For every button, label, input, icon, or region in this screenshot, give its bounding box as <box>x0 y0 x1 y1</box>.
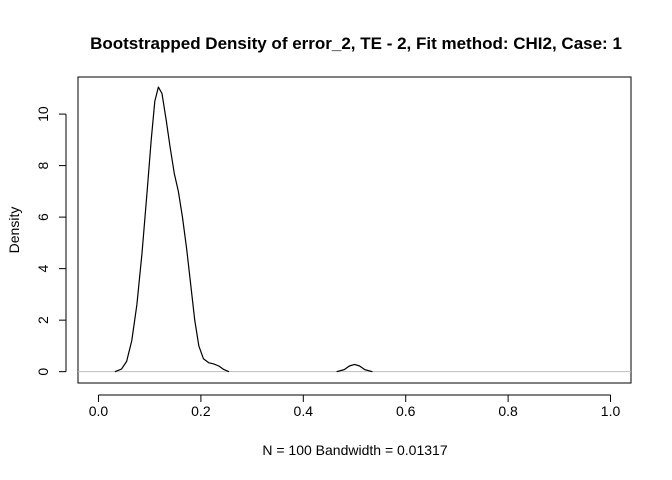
x-tick-label: 0.4 <box>294 403 314 419</box>
x-axis: 0.0 0.2 0.4 0.6 0.8 1.0 <box>89 394 621 419</box>
y-tick-label: 8 <box>35 162 51 170</box>
y-tick-label: 2 <box>35 316 51 324</box>
y-axis-label: Density <box>6 207 22 254</box>
chart-title: Bootstrapped Density of error_2, TE - 2,… <box>90 34 622 53</box>
plot-frame <box>77 76 632 384</box>
y-tick-label: 6 <box>35 213 51 221</box>
x-tick-label: 0.2 <box>191 403 211 419</box>
y-tick-label: 0 <box>35 368 51 376</box>
y-tick-label: 4 <box>35 265 51 273</box>
y-axis: 0 2 4 6 8 10 <box>35 106 67 376</box>
x-tick-label: 0.8 <box>498 403 518 419</box>
density-curve <box>114 86 230 373</box>
density-curves <box>114 86 373 373</box>
x-tick-label: 1.0 <box>601 403 621 419</box>
x-tick-label: 0.0 <box>89 403 109 419</box>
x-tick-label: 0.6 <box>396 403 416 419</box>
density-curve <box>336 363 373 373</box>
x-axis-label: N = 100 Bandwidth = 0.01317 <box>262 442 447 458</box>
y-tick-label: 10 <box>35 106 51 122</box>
